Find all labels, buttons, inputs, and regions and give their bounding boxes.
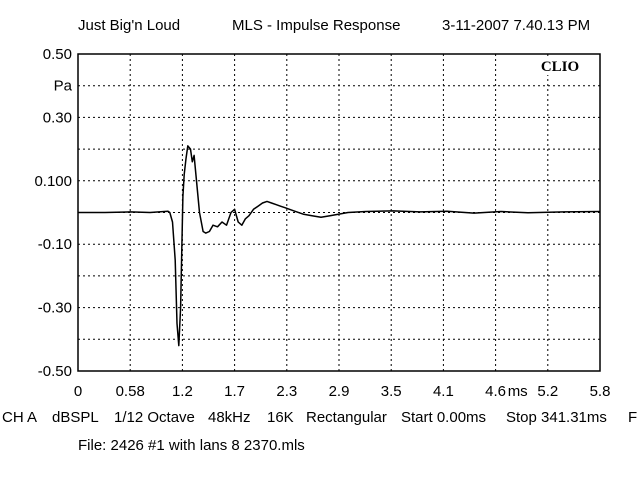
x-axis-unit-label: ms: [508, 383, 528, 400]
x-tick-label: 4.6: [485, 383, 506, 400]
y-tick-label: 0.30: [43, 109, 72, 126]
x-tick-label: 2.3: [276, 383, 297, 400]
y-tick-label: 0.100: [34, 173, 72, 190]
y-tick-label: -0.10: [38, 236, 72, 253]
y-tick-label: -0.50: [38, 363, 72, 380]
y-tick-label: 0.50: [43, 46, 72, 63]
x-tick-label: 1.7: [224, 383, 245, 400]
x-tick-label: 2.9: [329, 383, 350, 400]
series-group: [78, 145, 601, 347]
footer-unit: dBSPL: [52, 409, 99, 426]
y-axis-ticks: 0.50 Pa 0.30 0.100 -0.10 -0.30 -0.50: [34, 46, 72, 380]
x-axis-ticks: 0 0.58 1.2 1.7 2.3 2.9 3.5 4.1 4.6 5.2 5.8 ms: [74, 383, 611, 400]
footer-overflow: F: [628, 409, 638, 426]
footer-smoothing: 1/12 Octave: [114, 409, 195, 426]
footer-samplerate: 48kHz: [208, 409, 251, 426]
x-tick-label: 4.1: [433, 383, 454, 400]
footer-size: 16K: [267, 409, 294, 426]
header-timestamp: 3-11-2007 7.40.13 PM: [442, 17, 591, 34]
y-tick-label: Pa: [54, 78, 73, 95]
x-tick-label: 1.2: [172, 383, 193, 400]
logo-background: [534, 56, 587, 75]
footer-channel: CH A: [2, 409, 38, 426]
footer-window: Rectangular: [306, 409, 387, 426]
x-tick-label: 0: [74, 383, 82, 400]
header-title-left: Just Big'n Loud: [78, 17, 181, 34]
footer-start: Start 0.00ms: [401, 409, 487, 426]
footer-stop: Stop 341.31ms: [506, 409, 607, 426]
clio-logo: CLIO: [541, 59, 579, 75]
x-tick-label: 3.5: [381, 383, 402, 400]
x-tick-label: 0.58: [116, 383, 145, 400]
series-line: [78, 145, 601, 347]
header-title-center: MLS - Impulse Response: [232, 17, 401, 34]
x-tick-label: 5.8: [590, 383, 611, 400]
y-tick-label: -0.30: [38, 300, 72, 317]
x-tick-label: 5.2: [537, 383, 558, 400]
measurement-settings-bar: CH A dBSPL 1/12 Octave 48kHz 16K Rectang…: [0, 409, 640, 429]
file-name: File: 2426 #1 with lans 8 2370.mls: [78, 437, 305, 454]
